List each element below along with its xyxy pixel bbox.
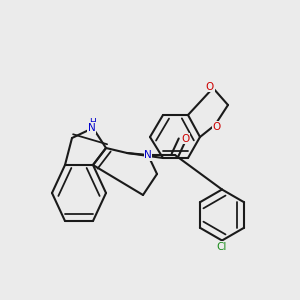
Text: O: O xyxy=(182,134,190,143)
Text: N: N xyxy=(144,150,152,160)
Text: O: O xyxy=(206,82,214,92)
Text: Cl: Cl xyxy=(217,242,227,251)
Text: N: N xyxy=(88,123,95,133)
Text: O: O xyxy=(212,122,220,131)
Text: H: H xyxy=(90,118,96,127)
